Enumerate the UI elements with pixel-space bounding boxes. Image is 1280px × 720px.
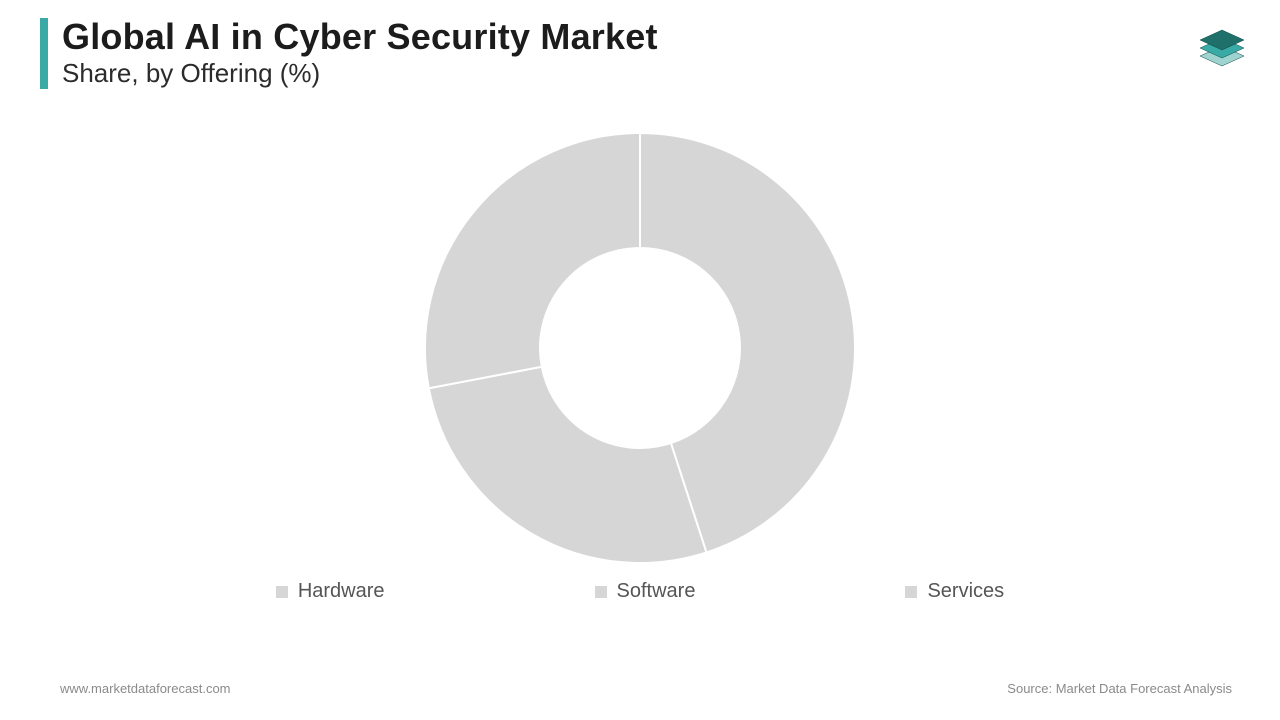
legend-swatch-icon bbox=[276, 586, 288, 598]
footer-url: www.marketdataforecast.com bbox=[60, 681, 231, 696]
legend-label: Hardware bbox=[298, 580, 385, 603]
donut-slice-software bbox=[429, 367, 707, 563]
donut-slice-services bbox=[425, 133, 640, 388]
title-texts: Global AI in Cyber Security Market Share… bbox=[62, 18, 658, 89]
legend-item-hardware: Hardware bbox=[276, 580, 385, 603]
legend-swatch-icon bbox=[905, 586, 917, 598]
brand-logo-icon bbox=[1194, 20, 1250, 76]
title-accent-bar bbox=[40, 18, 48, 89]
page-title: Global AI in Cyber Security Market bbox=[62, 18, 658, 56]
page-subtitle: Share, by Offering (%) bbox=[62, 58, 658, 89]
footer-source: Source: Market Data Forecast Analysis bbox=[1007, 681, 1232, 696]
legend-label: Services bbox=[927, 580, 1004, 603]
legend-swatch-icon bbox=[595, 586, 607, 598]
chart-legend: Hardware Software Services bbox=[0, 580, 1280, 603]
legend-item-software: Software bbox=[595, 580, 696, 603]
title-block: Global AI in Cyber Security Market Share… bbox=[40, 18, 658, 89]
page-container: Global AI in Cyber Security Market Share… bbox=[0, 0, 1280, 720]
donut-chart bbox=[0, 128, 1280, 568]
legend-item-services: Services bbox=[905, 580, 1004, 603]
legend-label: Software bbox=[617, 580, 696, 603]
